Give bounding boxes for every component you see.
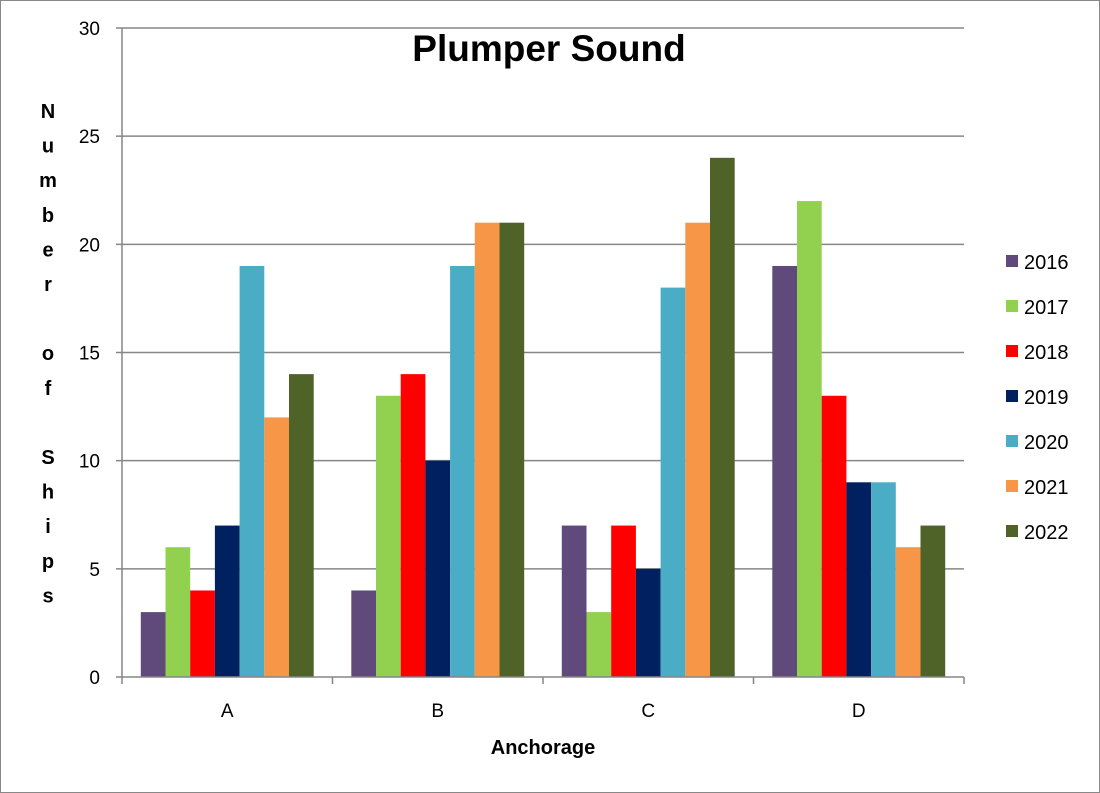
x-tick-label: D: [852, 701, 866, 722]
bar-D-2020: [871, 482, 896, 677]
y-tick-label: 25: [79, 127, 100, 148]
bar-A-2017: [165, 547, 191, 677]
legend-swatch-2017: [1006, 300, 1018, 312]
bar-C-2018: [611, 525, 636, 677]
bar-D-2022: [920, 525, 946, 677]
bar-D-2021: [895, 547, 921, 677]
bar-B-2019: [425, 460, 451, 677]
y-axis-title-char: e: [42, 239, 53, 261]
y-axis-title-char: o: [42, 343, 54, 365]
y-axis-title-char: b: [42, 205, 54, 227]
legend-swatch-2022: [1006, 525, 1018, 537]
bar-A-2021: [264, 417, 289, 677]
y-axis-title-char: p: [42, 551, 54, 573]
legend-swatch-2018: [1006, 345, 1018, 357]
legend-label-2020: 2020: [1024, 432, 1069, 454]
bar-D-2019: [846, 482, 872, 677]
x-tick-label: A: [221, 701, 234, 722]
bar-B-2017: [376, 395, 401, 677]
bar-B-2021: [474, 222, 500, 677]
bar-A-2016: [140, 612, 166, 677]
bar-C-2020: [660, 287, 686, 677]
y-axis-title-char: s: [42, 585, 53, 607]
bar-B-2016: [351, 590, 376, 677]
y-axis-title-char: u: [42, 136, 54, 158]
legend-label-2021: 2021: [1024, 477, 1069, 499]
bar-D-2018: [821, 395, 847, 677]
x-tick-label: C: [641, 701, 655, 722]
y-axis-title-char: r: [44, 274, 52, 296]
bar-A-2020: [239, 265, 265, 677]
x-tick-label: B: [431, 701, 444, 722]
legend-label-2019: 2019: [1024, 387, 1069, 409]
bar-D-2016: [772, 265, 797, 677]
y-axis-title-char: i: [45, 516, 51, 538]
legend: 2016 2017 2018 2019 2020 2021 2022: [1006, 252, 1069, 544]
bar-B-2022: [499, 222, 525, 677]
legend-label-2022: 2022: [1024, 522, 1069, 544]
bar-C-2021: [685, 222, 710, 677]
bar-C-2016: [561, 525, 587, 677]
legend-swatch-2016: [1006, 255, 1018, 267]
y-axis-title-char: f: [45, 378, 52, 400]
legend-swatch-2020: [1006, 435, 1018, 447]
y-axis-title-char: N: [41, 101, 55, 123]
bar-B-2018: [400, 374, 426, 677]
bar-A-2018: [190, 590, 215, 677]
bar-A-2019: [214, 525, 240, 677]
y-axis-title-char: m: [39, 170, 57, 192]
chart-title: Plumper Sound: [412, 28, 685, 69]
y-tick-label: 30: [79, 19, 100, 40]
x-axis-title: Anchorage: [491, 737, 595, 759]
bar-B-2020: [450, 265, 475, 677]
bar-C-2019: [635, 568, 661, 677]
legend-label-2018: 2018: [1024, 342, 1069, 364]
legend-swatch-2021: [1006, 480, 1018, 492]
y-tick-label: 10: [79, 452, 100, 473]
bars: [140, 157, 946, 678]
bar-C-2017: [586, 612, 612, 677]
y-tick-label: 20: [79, 235, 100, 256]
y-axis-title-char: S: [41, 447, 54, 469]
bar-D-2017: [797, 201, 822, 678]
bar-C-2022: [710, 157, 735, 678]
legend-swatch-2019: [1006, 390, 1018, 402]
y-tick-label: 5: [89, 560, 100, 581]
y-tick-label: 15: [79, 344, 100, 365]
legend-label-2016: 2016: [1024, 252, 1069, 274]
bar-A-2022: [289, 374, 314, 677]
axes: 0 5 10 15 20 25 30 A B C D: [79, 19, 965, 722]
y-tick-label: 0: [89, 668, 100, 689]
legend-label-2017: 2017: [1024, 297, 1069, 319]
y-axis-title-char: h: [42, 482, 54, 504]
